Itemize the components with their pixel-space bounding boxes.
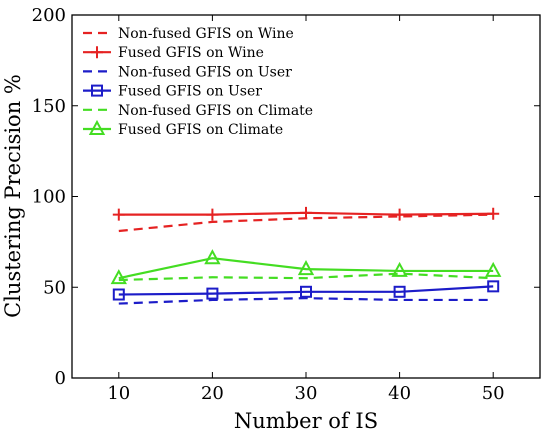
- data-point: [485, 261, 502, 277]
- legend: Non-fused GFIS on Wine Fused GFIS on Wine…: [83, 26, 313, 138]
- data-point: [300, 206, 312, 219]
- series-4: [112, 280, 500, 301]
- data-point: [206, 208, 219, 221]
- legend-label: Fused GFIS on User: [118, 84, 262, 100]
- legend-label: Non-fused GFIS on Wine: [118, 26, 294, 42]
- series-line: [118, 297, 494, 305]
- data-point: [112, 288, 125, 301]
- series-6: [110, 249, 502, 285]
- data-point: [391, 261, 408, 277]
- legend-label: Non-fused GFIS on Climate: [118, 103, 313, 119]
- x-tick-label: 50: [482, 383, 505, 404]
- x-tick-label: 20: [201, 383, 224, 404]
- x-tick-label: 10: [107, 383, 130, 404]
- series-2: [112, 206, 500, 221]
- legend-marker: [91, 46, 103, 59]
- y-tick-label: 100: [32, 187, 66, 208]
- x-axis-label: Number of IS: [234, 409, 378, 433]
- legend-label: Fused GFIS on Climate: [118, 122, 283, 138]
- y-tick-label: 200: [32, 5, 66, 26]
- x-tick-label: 30: [295, 383, 318, 404]
- series-layer: [110, 206, 502, 305]
- series-3: [118, 297, 494, 305]
- data-point: [487, 280, 500, 293]
- y-tick-label: 50: [43, 277, 66, 298]
- x-tick-label: 40: [388, 383, 411, 404]
- legend-entry: Non-fused GFIS on User: [83, 64, 292, 80]
- data-point: [393, 208, 406, 221]
- data-point: [297, 260, 315, 276]
- y-tick-label: 0: [55, 368, 66, 389]
- y-axis-label: Clustering Precision %: [1, 74, 25, 318]
- series-line: [118, 257, 494, 280]
- legend-entry: Non-fused GFIS on Climate: [83, 103, 313, 119]
- legend-label: Fused GFIS on Wine: [118, 45, 264, 61]
- legend-marker: [88, 119, 106, 135]
- series-line: [118, 272, 494, 282]
- legend-marker: [91, 84, 103, 97]
- legend-label: Non-fused GFIS on User: [118, 64, 292, 80]
- data-point: [393, 285, 406, 298]
- data-point: [206, 287, 219, 300]
- legend-entry: Fused GFIS on Wine: [83, 45, 264, 61]
- data-point: [204, 249, 221, 265]
- legend-entry: Fused GFIS on User: [83, 84, 262, 100]
- data-point: [300, 285, 312, 298]
- series-line: [118, 285, 494, 296]
- axis-ticks: 10 20 30 40 50 0 50 100 150 200: [32, 5, 540, 404]
- data-point: [112, 208, 125, 221]
- data-point: [487, 207, 500, 220]
- series-5: [118, 272, 494, 282]
- y-tick-label: 150: [32, 96, 66, 117]
- data-point: [110, 269, 127, 285]
- legend-entry: Non-fused GFIS on Wine: [83, 26, 294, 42]
- legend-entry: Fused GFIS on Climate: [83, 119, 283, 138]
